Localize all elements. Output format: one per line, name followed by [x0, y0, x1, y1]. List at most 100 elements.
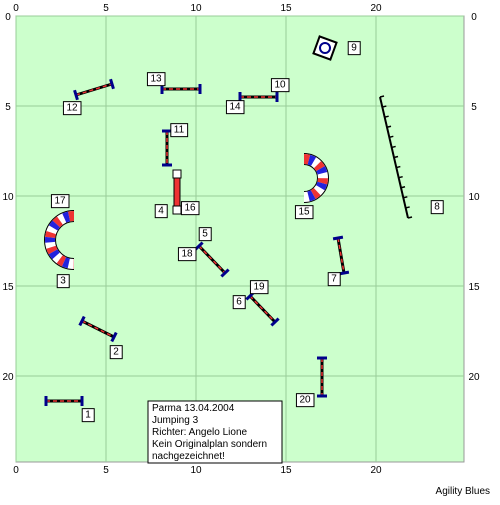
- obstacle-number: 11: [174, 125, 185, 136]
- y-axis-label: 0: [471, 12, 477, 23]
- x-axis-label: 15: [280, 3, 292, 14]
- wall-end: [172, 169, 182, 179]
- jump-bar-stripes: [337, 237, 345, 274]
- y-axis-label: 0: [5, 12, 11, 23]
- footer: Agility Blues: [436, 486, 490, 497]
- obstacle-number: 7: [331, 274, 337, 285]
- number-box: [327, 272, 341, 287]
- jump-wing: [110, 331, 118, 343]
- info-line: Kein Originalplan sondern: [152, 439, 267, 450]
- obstacle-number: 15: [298, 207, 310, 218]
- info-line: Richter: Angelo Lione: [152, 427, 248, 438]
- x-axis-label: 5: [103, 465, 109, 476]
- jump-wing: [270, 317, 280, 327]
- dogwalk-slat: [398, 175, 403, 179]
- table-mark: [319, 42, 331, 54]
- obstacle-number: 17: [54, 196, 66, 207]
- dogwalk-slat: [386, 125, 392, 128]
- jump-wing: [332, 235, 344, 241]
- dogwalk-slat: [407, 216, 413, 219]
- y-axis-label: 20: [2, 372, 14, 383]
- x-axis-label: 0: [13, 465, 19, 476]
- number-box: [198, 227, 212, 242]
- number-box: [62, 101, 82, 116]
- obstacle-number: 16: [184, 203, 196, 214]
- number-box: [225, 100, 245, 115]
- obstacle-number: 5: [202, 229, 208, 240]
- number-box: [154, 204, 168, 219]
- obstacle-number: 12: [66, 103, 78, 114]
- field: [15, 15, 465, 463]
- tunnel-stripe: [45, 211, 75, 269]
- obstacle-number: 10: [274, 80, 286, 91]
- y-axis-label: 10: [468, 192, 480, 203]
- jump-wing: [73, 89, 79, 101]
- jump-wing: [194, 241, 204, 251]
- dogwalk-slat: [382, 105, 387, 108]
- number-box: [81, 408, 95, 423]
- number-box: [347, 41, 361, 56]
- x-axis-label: 15: [280, 465, 292, 476]
- y-axis-label: 15: [468, 282, 480, 293]
- jump-wing: [78, 315, 86, 327]
- obstacle-number: 14: [229, 102, 241, 113]
- number-box: [294, 205, 314, 220]
- info-line: Jumping 3: [152, 415, 199, 426]
- number-box: [430, 200, 444, 215]
- x-axis-label: 5: [103, 3, 109, 14]
- dogwalk-slat: [403, 196, 408, 199]
- tunnel-stripe: [303, 154, 328, 202]
- obstacle-number: 8: [434, 202, 440, 213]
- dogwalk-slat: [389, 135, 394, 139]
- obstacle-number: 9: [351, 43, 357, 54]
- number-box: [232, 295, 246, 310]
- number-box: [295, 393, 315, 408]
- number-box: [50, 194, 70, 209]
- dogwalk-slat: [379, 95, 385, 98]
- obstacle-number: 6: [236, 297, 242, 308]
- number-box: [177, 247, 197, 262]
- jump-wing: [220, 268, 230, 278]
- jump-bar-stripes: [198, 245, 226, 274]
- x-axis-label: 20: [370, 465, 382, 476]
- y-axis-label: 15: [2, 282, 14, 293]
- obstacle-number: 4: [158, 206, 164, 217]
- jump-wing: [109, 78, 115, 90]
- info-line: Parma 13.04.2004: [152, 403, 235, 414]
- number-box: [180, 201, 200, 216]
- number-box: [109, 345, 123, 360]
- dogwalk-slat: [391, 145, 396, 149]
- dogwalk-slat: [384, 115, 389, 118]
- obstacle-number: 1: [85, 410, 91, 421]
- number-box: [270, 78, 290, 93]
- dogwalk-slat: [396, 165, 401, 169]
- dogwalk-slat: [393, 155, 399, 159]
- dogwalk-slat: [400, 186, 406, 189]
- number-box: [249, 280, 269, 295]
- y-axis-label: 5: [5, 102, 11, 113]
- number-box: [146, 72, 166, 87]
- wall-end: [172, 205, 182, 215]
- obstacle-number: 20: [299, 395, 311, 406]
- x-axis-label: 0: [13, 3, 19, 14]
- jump-bar-stripes: [81, 320, 115, 338]
- dogwalk-slat: [405, 206, 410, 209]
- y-axis-label: 10: [2, 192, 14, 203]
- obstacle-number: 2: [113, 347, 119, 358]
- table: [312, 35, 338, 61]
- jump-bar-stripes: [75, 83, 113, 96]
- x-axis-label: 10: [190, 465, 202, 476]
- number-box: [170, 123, 189, 138]
- jump-bar-stripes: [249, 295, 276, 323]
- info-box: [147, 400, 283, 464]
- obstacle-number: 3: [60, 276, 66, 287]
- obstacle-number: 13: [150, 74, 162, 85]
- x-axis-label: 10: [190, 3, 202, 14]
- x-axis-label: 20: [370, 3, 382, 14]
- number-box: [56, 274, 70, 289]
- y-axis-label: 5: [471, 102, 477, 113]
- obstacle-number: 19: [253, 282, 265, 293]
- y-axis-label: 20: [468, 372, 480, 383]
- info-line: nachgezeichnet!: [152, 451, 225, 462]
